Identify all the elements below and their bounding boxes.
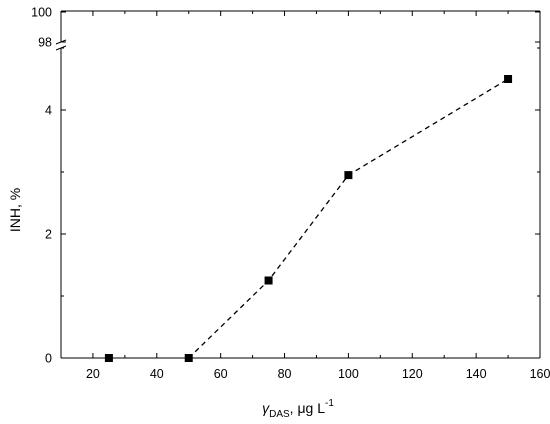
x-axis-label-superscript: -1 (325, 398, 334, 409)
x-tick-label: 60 (214, 367, 228, 381)
data-point (344, 171, 353, 180)
x-tick-label: 40 (150, 367, 164, 381)
data-point (504, 75, 513, 83)
fit-line (188, 78, 509, 359)
plot-frame (55, 10, 541, 359)
axis-ticks (60, 11, 541, 359)
x-axis-label: γDAS, μg L-1 (262, 398, 334, 420)
y-tick-label: 0 (45, 352, 52, 366)
y-tick-label-upper: 98 (38, 36, 52, 50)
fit-line-layer (188, 78, 509, 359)
x-tick-label: 80 (278, 367, 292, 381)
data-point (264, 276, 273, 285)
x-tick-label: 120 (402, 367, 423, 381)
y-tick-label-upper: 100 (31, 6, 52, 20)
data-point (104, 354, 113, 362)
y-tick-label: 4 (45, 104, 52, 118)
x-axis-label-subscript: DAS (269, 409, 290, 420)
x-axis-label-symbol: γ (262, 400, 270, 416)
y-tick-label: 2 (45, 228, 52, 242)
y-axis-label: INH, % (7, 188, 23, 232)
x-tick-label: 100 (338, 367, 359, 381)
data-points-layer (104, 75, 513, 362)
x-tick-label: 20 (86, 367, 100, 381)
x-tick-label: 140 (466, 367, 487, 381)
data-point (184, 354, 193, 362)
tick-labels: 20 40 60 80 100 120 140 160 0 2 4 98 100 (31, 6, 550, 382)
x-tick-label: 160 (530, 367, 550, 381)
x-axis-label-suffix: , μg L (290, 400, 326, 416)
